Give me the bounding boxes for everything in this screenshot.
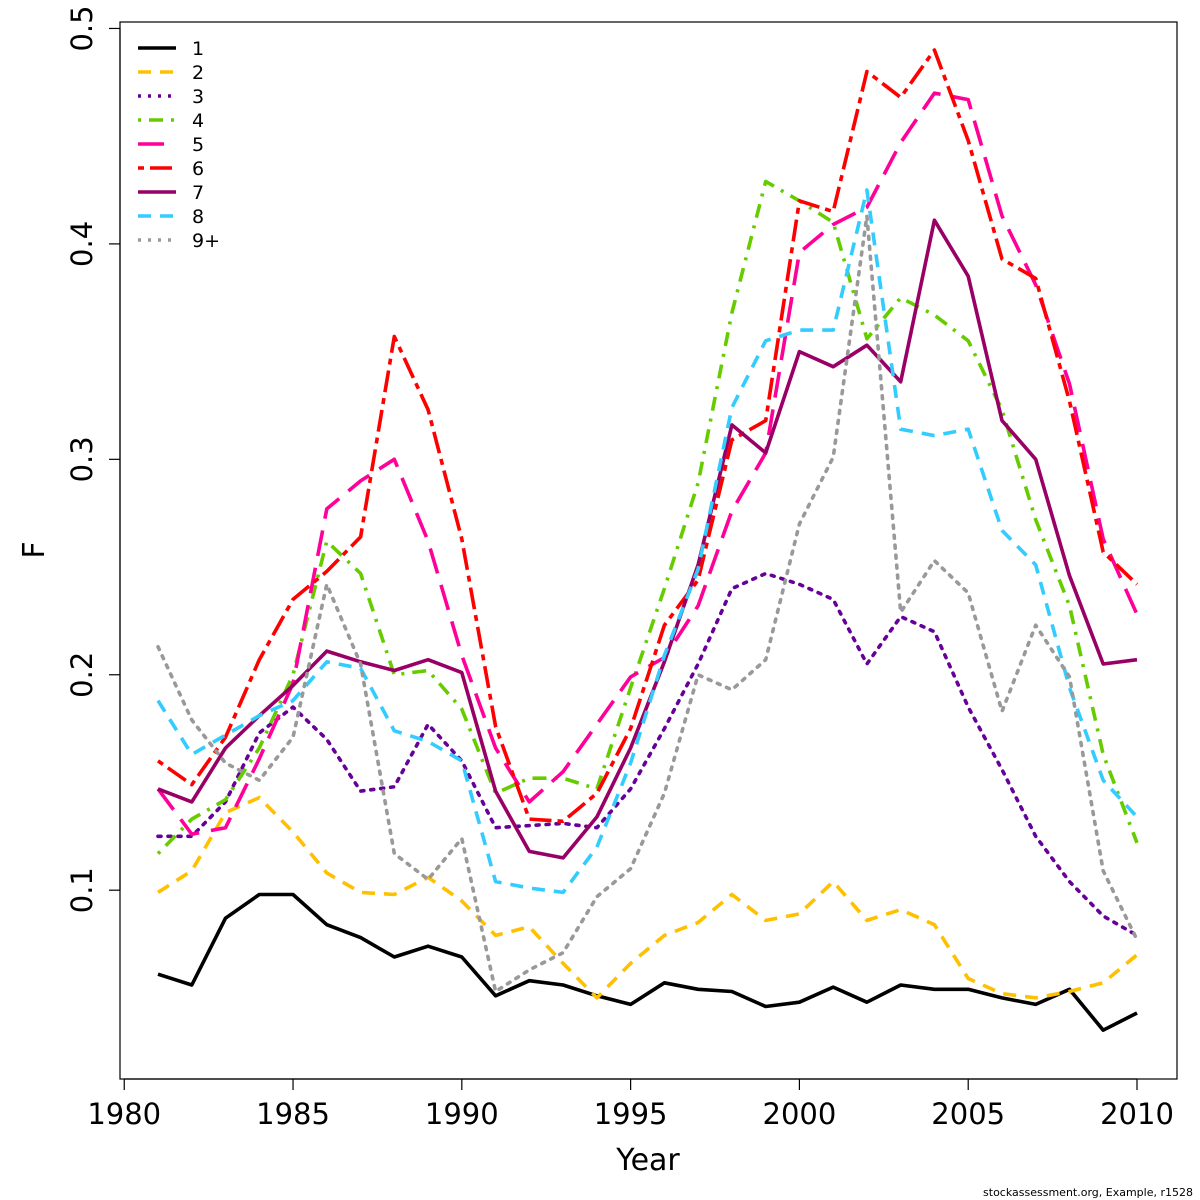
series-line-6 [156, 48, 1139, 824]
x-tick-label: 1980 [87, 1097, 161, 1131]
y-tick-label: 0.3 [65, 436, 99, 482]
series-line-1 [157, 892, 1138, 1032]
legend-label-6: 6 [192, 158, 204, 180]
y-tick-label: 0.4 [65, 221, 99, 267]
y-tick-label: 0.2 [65, 652, 99, 698]
x-tick-label: 2010 [1100, 1097, 1174, 1131]
y-axis: 0.1 0.2 0.3 0.4 0.5 [65, 5, 121, 913]
legend-label-7: 7 [192, 182, 204, 204]
legend-label-5: 5 [192, 134, 204, 156]
legend-label-1: 1 [192, 38, 204, 60]
series-line-2 [157, 795, 1139, 1000]
x-tick-label: 1995 [594, 1097, 668, 1131]
plot-frame [119, 21, 1178, 1080]
x-tick-label: 1990 [425, 1097, 499, 1131]
x-tick-label: 2000 [763, 1097, 837, 1131]
series-line-9plus [156, 214, 1139, 994]
series-line-5 [156, 91, 1139, 837]
x-tick-label: 2005 [931, 1097, 1005, 1131]
legend-label-8: 8 [192, 206, 204, 228]
legend-label-2: 2 [192, 62, 204, 84]
x-axis-title: Year [615, 1143, 680, 1178]
legend-label-9plus: 9+ [192, 230, 220, 252]
series-line-3 [156, 571, 1139, 938]
x-axis: 1980 1985 1990 1995 2000 2005 2010 [87, 1078, 1174, 1131]
y-axis-title: F [17, 541, 52, 558]
legend-label-3: 3 [192, 86, 204, 108]
footer-note: stockassessment.org, Example, r1528 [983, 1186, 1193, 1199]
y-tick-label: 0.1 [65, 867, 99, 913]
series-layer [156, 48, 1139, 1032]
series-line-7 [157, 218, 1138, 860]
x-tick-label: 1985 [256, 1097, 330, 1131]
series-line-4 [156, 179, 1139, 855]
legend-label-4: 4 [192, 110, 204, 132]
series-line-8 [156, 188, 1139, 895]
y-tick-label: 0.5 [65, 5, 99, 51]
